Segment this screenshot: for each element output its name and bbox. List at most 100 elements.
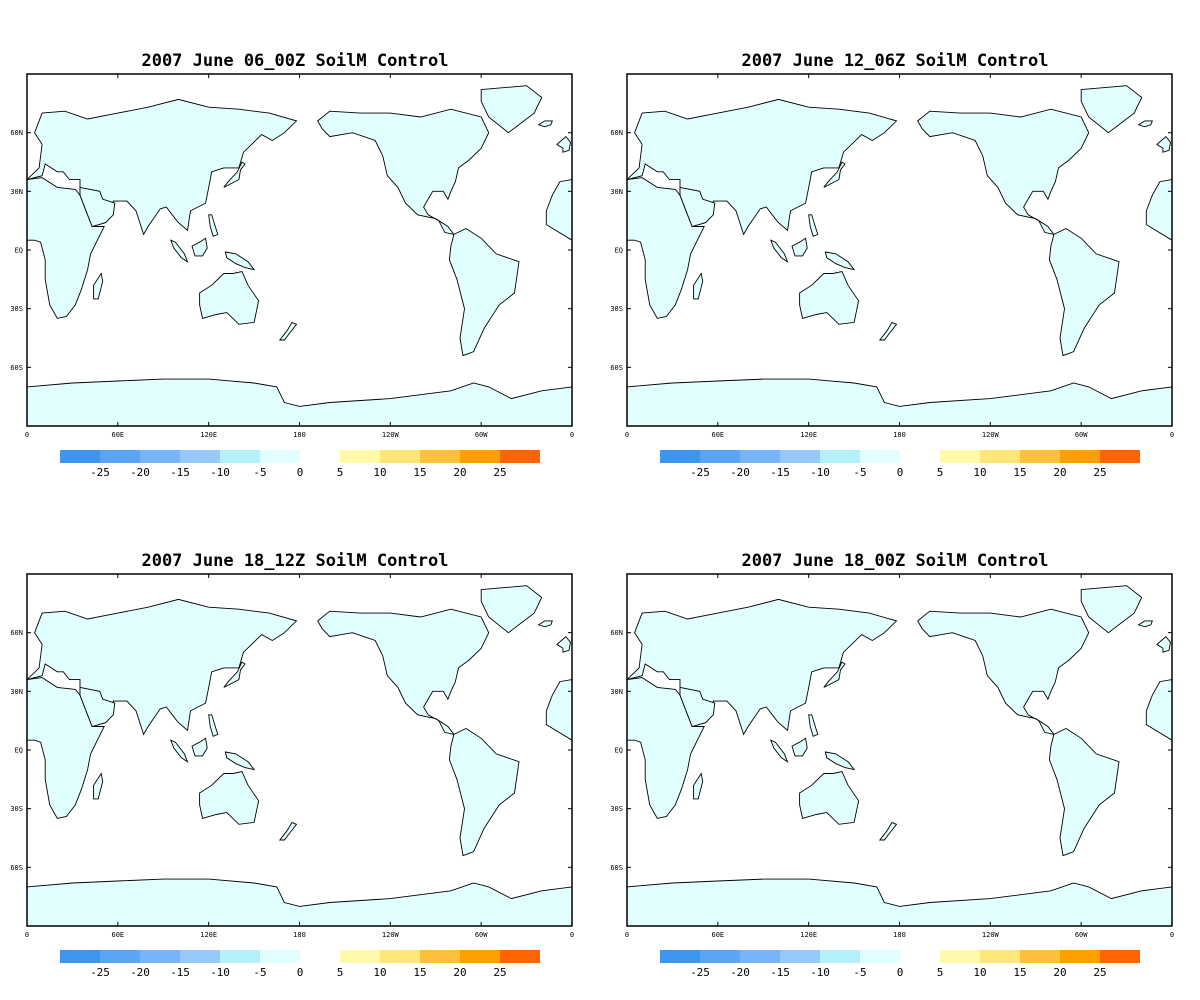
colorbar-swatch-negative (180, 450, 220, 463)
japan-landmass (823, 161, 846, 188)
africa-landmass (627, 677, 705, 819)
colorbar-label: 20 (453, 966, 466, 979)
colorbar-swatch-negative (140, 450, 180, 463)
lat-tick-label: 60S (610, 864, 623, 872)
lat-tick-label: 30S (10, 305, 23, 313)
africa-landmass (27, 177, 105, 319)
lat-tick-label: 60S (10, 364, 23, 372)
madagascar-landmass (693, 772, 704, 800)
colorbar-swatch-positive (340, 950, 380, 963)
colorbar-swatch-positive (420, 450, 460, 463)
lon-tick-label: 60W (1075, 431, 1088, 439)
borneo-landmass (191, 737, 208, 757)
lon-tick-label: 120W (382, 931, 400, 939)
madagascar-landmass (693, 272, 704, 300)
colorbar-swatch-positive (380, 450, 420, 463)
lat-tick-label: 30S (610, 305, 623, 313)
colorbar-swatch-negative (260, 950, 300, 963)
lon-tick-label: 0 (625, 431, 629, 439)
colorbar-swatch-negative (820, 450, 860, 463)
map-panel: 2007 June 06_00Z SoilM Control 60N 30N EQ 30… (0, 0, 600, 500)
lat-tick-label: 60N (610, 129, 623, 137)
sumatra-landmass (169, 239, 189, 263)
colorbar-swatch-negative (220, 950, 260, 963)
lat-tick-label: 60S (610, 364, 623, 372)
map-svg: 2007 June 12_06Z SoilM Control 60N 30N EQ 30… (610, 51, 1174, 479)
new-zealand-landmass (878, 821, 898, 841)
new-zealand-landmass (278, 821, 298, 841)
lon-tick-label: 60W (475, 931, 488, 939)
colorbar-label: 25 (1093, 966, 1106, 979)
lat-tick-label: EQ (615, 247, 623, 255)
borneo-landmass (791, 737, 808, 757)
philippines-landmass (808, 714, 819, 737)
lat-tick-label: 60N (10, 129, 23, 137)
colorbar-swatch-negative (100, 950, 140, 963)
colorbar-swatch-negative (860, 950, 900, 963)
lon-tick-label: 120W (982, 431, 1000, 439)
lon-tick-label: 180 (293, 931, 306, 939)
colorbar-label: -20 (730, 966, 750, 979)
colorbar-label: 5 (937, 466, 944, 479)
map-panel: 2007 June 18_12Z SoilM Control 60N 30N EQ 30… (0, 500, 600, 1000)
borneo-landmass (191, 237, 208, 257)
colorbar-label: -25 (690, 966, 710, 979)
iceland-landmass (537, 120, 553, 128)
colorbar-swatch-negative (60, 950, 100, 963)
lon-tick-label: 0 (625, 931, 629, 939)
lon-tick-label: 0 (570, 931, 574, 939)
colorbar-swatch-negative (700, 450, 740, 463)
arabia-landmass (679, 186, 716, 228)
british-isles-landmass (1156, 635, 1171, 653)
colorbar-swatch-negative (780, 950, 820, 963)
colorbar-label: -5 (853, 966, 866, 979)
map-svg: 2007 June 18_00Z SoilM Control 60N 30N EQ 30… (610, 551, 1174, 979)
colorbar-swatch-positive (1020, 450, 1060, 463)
colorbar-label: 15 (413, 966, 426, 979)
colorbar-label: 5 (337, 966, 344, 979)
colorbar-swatch-positive (1100, 450, 1140, 463)
lon-tick-label: 60E (712, 931, 725, 939)
japan-landmass (823, 661, 846, 688)
colorbar-swatch-negative (660, 950, 700, 963)
colorbar-label: -25 (90, 966, 110, 979)
lat-tick-label: 30N (10, 688, 23, 696)
lat-tick-label: 30N (10, 188, 23, 196)
colorbar-label: 0 (897, 466, 904, 479)
africa-west-bulge (545, 679, 572, 741)
lat-tick-label: EQ (15, 247, 23, 255)
colorbar-label: 0 (897, 966, 904, 979)
colorbar-swatch-negative (60, 450, 100, 463)
colorbar-swatch-positive (460, 950, 500, 963)
colorbar-label: -10 (810, 466, 830, 479)
north-america-landmass (317, 108, 490, 236)
colorbar-swatch-positive (500, 450, 540, 463)
iceland-landmass (1137, 120, 1153, 128)
colorbar-swatch-negative (220, 450, 260, 463)
lon-tick-label: 120E (200, 931, 217, 939)
australia-landmass (199, 770, 260, 825)
madagascar-landmass (93, 272, 104, 300)
map-title: 2007 June 06_00Z SoilM Control (141, 51, 448, 71)
south-america-landmass (1048, 727, 1120, 857)
lon-tick-label: 0 (25, 931, 29, 939)
lat-tick-label: 60S (10, 864, 23, 872)
africa-west-bulge (1145, 179, 1172, 241)
colorbar-label: 15 (413, 466, 426, 479)
colorbar-label: 10 (973, 966, 986, 979)
colorbar-label: 20 (1053, 466, 1066, 479)
new-guinea-landmass (224, 751, 256, 771)
colorbar-swatch-negative (820, 950, 860, 963)
lon-tick-label: 0 (1170, 931, 1174, 939)
new-guinea-landmass (824, 751, 856, 771)
colorbar-swatch-negative (100, 450, 140, 463)
philippines-landmass (208, 214, 219, 237)
colorbar-label: 5 (337, 466, 344, 479)
south-america-landmass (1048, 227, 1120, 357)
british-isles-landmass (1156, 135, 1171, 153)
colorbar-swatch-negative (700, 950, 740, 963)
colorbar-swatch-positive (1100, 950, 1140, 963)
lat-tick-label: 30S (610, 805, 623, 813)
colorbar-label: 10 (373, 466, 386, 479)
map-panel: 2007 June 18_00Z SoilM Control 60N 30N EQ 30… (600, 500, 1200, 1000)
